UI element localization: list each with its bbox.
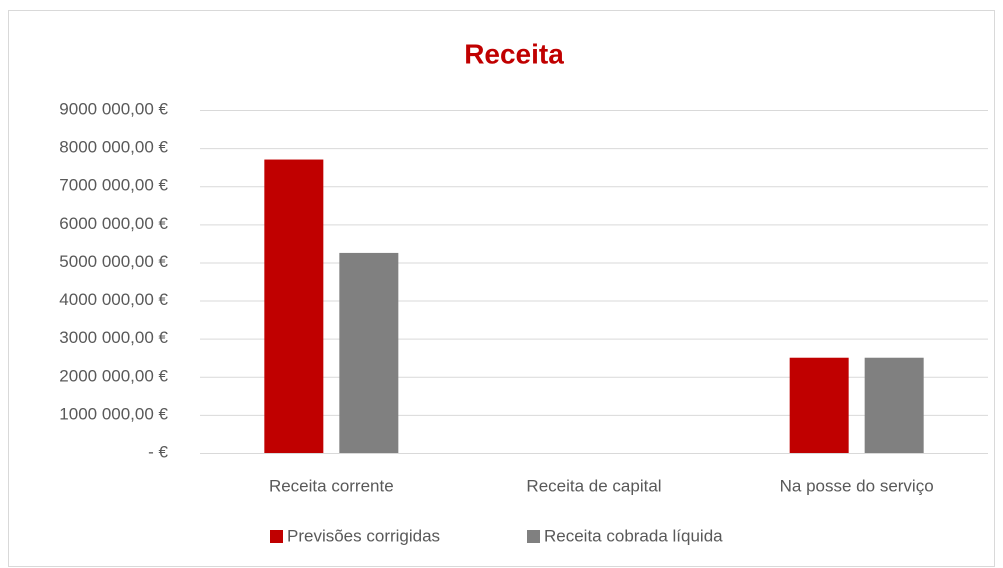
chart-title: Receita xyxy=(464,38,564,69)
y-tick-label: 5000 000,00 € xyxy=(59,252,168,271)
y-tick-label: 3000 000,00 € xyxy=(59,328,168,347)
bar xyxy=(789,357,849,453)
bar xyxy=(864,357,924,453)
y-tick-label: 8000 000,00 € xyxy=(59,138,168,157)
chart-border xyxy=(8,10,995,567)
y-tick-label: 2000 000,00 € xyxy=(59,366,168,385)
y-tick-label: 4000 000,00 € xyxy=(59,290,168,309)
bar xyxy=(264,159,324,454)
bar xyxy=(339,252,399,453)
legend-swatch xyxy=(270,530,283,543)
y-tick-label: 9000 000,00 € xyxy=(59,99,168,118)
y-tick-label: 1000 000,00 € xyxy=(59,404,168,423)
legend-label: Receita cobrada líquida xyxy=(544,526,723,545)
legend-label: Previsões corrigidas xyxy=(287,526,440,545)
x-tick-label: Receita corrente xyxy=(269,476,394,495)
y-tick-label: 6000 000,00 € xyxy=(59,214,168,233)
legend-swatch xyxy=(527,530,540,543)
x-tick-label: Receita de capital xyxy=(526,476,661,495)
y-tick-label: 7000 000,00 € xyxy=(59,176,168,195)
x-tick-label: Na posse do serviço xyxy=(780,476,934,495)
y-tick-label: - € xyxy=(148,442,168,461)
